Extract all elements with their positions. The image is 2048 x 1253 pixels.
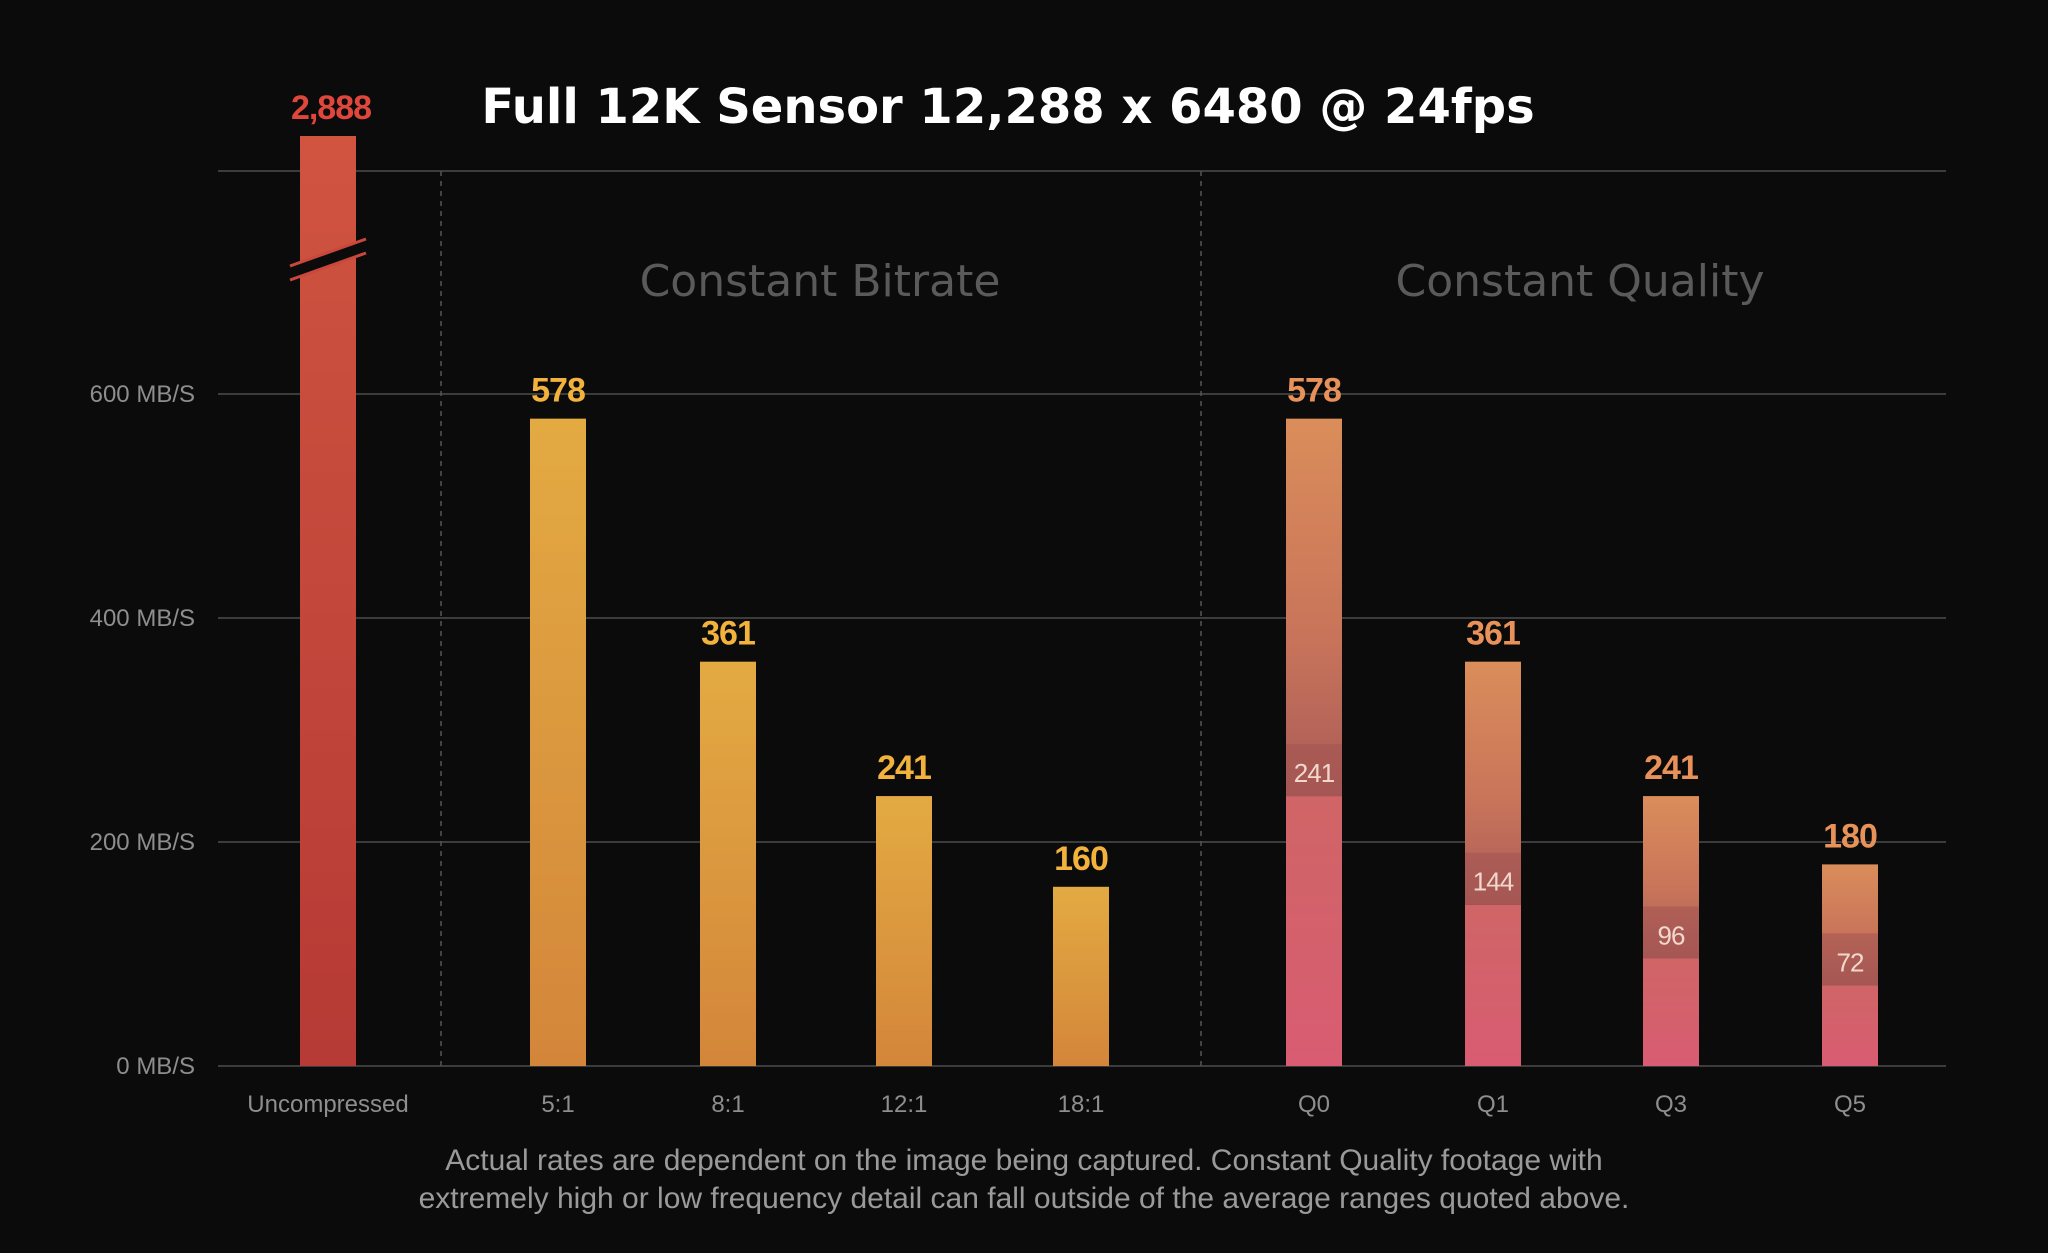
bar-quality-band xyxy=(1822,933,1878,986)
value-label-quality-max: 361 xyxy=(1466,615,1520,653)
y-tick-label: 0 MB/S xyxy=(116,1053,195,1080)
bar-quality-band xyxy=(1286,744,1342,797)
value-labels: 2,888 578 361 241 160 578 241 361 144 241 96 180 72 xyxy=(291,89,1878,977)
bar-quality-band xyxy=(1643,906,1699,959)
axis-break-line xyxy=(289,251,367,282)
x-tick-quality: Q5 xyxy=(1834,1091,1866,1118)
x-tick-bitrate: 5:1 xyxy=(541,1091,574,1118)
bar-bitrate-5:1 xyxy=(530,418,586,1066)
bar-bitrate-18:1 xyxy=(1053,886,1109,1066)
y-tick-label: 600 MB/S xyxy=(90,381,195,408)
x-tick-uncompressed: Uncompressed xyxy=(247,1091,408,1118)
x-tick-quality: Q0 xyxy=(1298,1091,1330,1118)
y-axis-ticks: 0 MB/S 200 MB/S 400 MB/S 600 MB/S xyxy=(90,381,195,1080)
value-label-bitrate: 578 xyxy=(531,372,585,410)
value-label-bitrate: 241 xyxy=(877,749,931,787)
bars xyxy=(289,136,1878,1066)
y-tick-label: 400 MB/S xyxy=(90,605,195,632)
section-label-constant-bitrate: Constant Bitrate xyxy=(640,256,1001,307)
value-label-quality-min: 72 xyxy=(1837,947,1864,977)
value-label-uncompressed: 2,888 xyxy=(291,89,371,127)
value-label-quality-min: 241 xyxy=(1294,758,1335,788)
footnote: Actual rates are dependent on the image … xyxy=(224,1142,1824,1218)
bar-bitrate-8:1 xyxy=(700,661,756,1066)
value-label-quality-max: 241 xyxy=(1644,749,1698,787)
axis-break-gap xyxy=(290,239,366,280)
chart-title: Full 12K Sensor 12,288 x 6480 @ 24fps xyxy=(481,79,1534,135)
x-tick-bitrate: 18:1 xyxy=(1058,1091,1105,1118)
value-label-bitrate: 160 xyxy=(1054,840,1108,878)
value-label-quality-min: 144 xyxy=(1473,867,1514,897)
x-tick-quality: Q3 xyxy=(1655,1091,1687,1118)
section-label-constant-quality: Constant Quality xyxy=(1395,256,1764,307)
footnote-line-2: extremely high or low frequency detail c… xyxy=(418,1182,1630,1215)
x-tick-bitrate: 8:1 xyxy=(711,1091,744,1118)
bar-quality-min-Q0 xyxy=(1286,796,1342,1066)
value-label-quality-max: 180 xyxy=(1823,817,1877,855)
value-label-quality-max: 578 xyxy=(1287,372,1341,410)
x-axis-ticks: Uncompressed 5:1 8:1 12:1 18:1 Q0 Q1 Q3 Q5 xyxy=(247,1091,1866,1118)
footnote-line-1: Actual rates are dependent on the image … xyxy=(445,1144,1603,1177)
value-label-quality-min: 96 xyxy=(1658,920,1685,950)
bar-quality-min-Q1 xyxy=(1465,904,1521,1066)
bar-quality-band xyxy=(1465,852,1521,905)
axis-break-line xyxy=(289,237,367,268)
y-tick-label: 200 MB/S xyxy=(90,829,195,856)
x-tick-quality: Q1 xyxy=(1477,1091,1509,1118)
bar-quality-min-Q5 xyxy=(1822,985,1878,1066)
bar-bitrate-12:1 xyxy=(876,796,932,1066)
x-tick-bitrate: 12:1 xyxy=(881,1091,928,1118)
bar-quality-range-Q0 xyxy=(1286,418,1342,797)
bar-quality-min-Q3 xyxy=(1643,958,1699,1066)
value-label-bitrate: 361 xyxy=(701,615,755,653)
bar-uncompressed xyxy=(300,136,356,1066)
